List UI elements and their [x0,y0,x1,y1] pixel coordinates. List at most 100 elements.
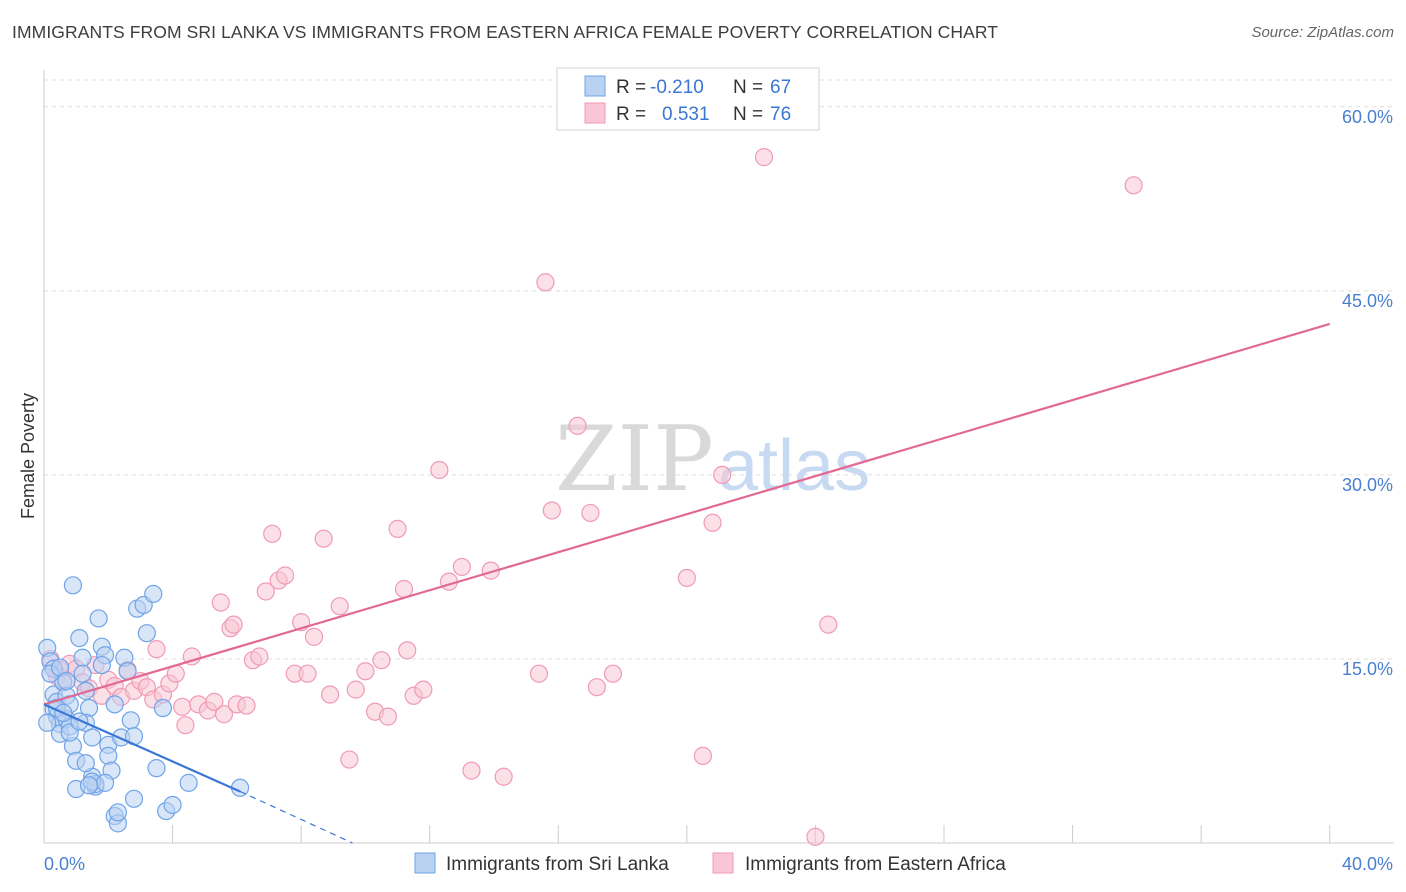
eastern-africa-point [693,746,713,765]
eastern-africa-point [806,827,825,846]
sri-lanka-point [63,576,83,595]
sri-lanka-point [73,664,92,683]
eastern-africa-point [275,566,295,585]
x-tick-label: 0.0% [44,854,85,874]
watermark-atlas: atlas [718,426,870,506]
eastern-africa-point [430,460,449,480]
trend-line-sri-lanka [43,703,241,793]
bottom-legend-label-eastern-africa: Immigrants from Eastern Africa [745,854,1006,875]
axes [43,70,1394,844]
eastern-africa-point [388,519,407,538]
eastern-africa-point [147,640,166,659]
legend-n-value-1: 67 [770,77,791,98]
sri-lanka-point [92,655,111,675]
trend-line-eastern-africa [43,322,1331,706]
eastern-africa-point [819,615,838,634]
legend-n-label-1: N = [733,77,763,98]
eastern-africa-point [568,416,587,435]
legend-r-value-1: -0.210 [650,77,704,98]
eastern-africa-point [587,678,606,697]
eastern-africa-point [340,750,359,769]
bottom-legend-swatch-eastern-africa [712,852,734,874]
x-tick-label: 40.0% [1342,854,1393,874]
eastern-africa-point [314,529,333,548]
eastern-africa-point [542,501,561,520]
eastern-africa-point [250,647,269,666]
sri-lanka-point [79,776,99,795]
y-tick-label: 15.0% [1342,659,1393,679]
sri-lanka-point [73,648,92,667]
sri-lanka-point [83,728,102,747]
grid-lines [44,79,1394,660]
eastern-africa-point [205,692,224,711]
bottom-legend-label-sri-lanka: Immigrants from Sri Lanka [446,854,669,875]
eastern-africa-point [398,641,417,660]
sri-lanka-point [147,759,166,778]
eastern-africa-point [176,716,195,735]
eastern-africa-point [1124,176,1143,195]
legend-r-label-2: R = [616,104,646,125]
legend-r-value-2: 0.531 [662,104,710,125]
eastern-africa-point [237,696,256,715]
sri-lanka-point [76,754,95,773]
eastern-africa-point [224,615,243,634]
eastern-africa-point [173,697,192,716]
eastern-africa-point [536,273,555,292]
correlation-legend: R = -0.210 N = 67 R = 0.531 N = 76 [556,67,820,131]
y-tick-label: 45.0% [1342,291,1393,311]
series-eastern-africa-points [41,148,1143,846]
sri-lanka-point [38,713,57,732]
eastern-africa-point [346,680,365,699]
sri-lanka-point [121,711,140,730]
eastern-africa-point [304,627,324,646]
eastern-africa-point [713,465,732,485]
eastern-africa-point [330,597,349,616]
eastern-africa-point [754,148,774,167]
trend-line-sri-lanka-extension [239,790,353,844]
legend-r-label-1: R = [616,77,646,98]
sri-lanka-point [179,773,198,792]
legend-swatch-sri-lanka [584,75,606,97]
chart-title: IMMIGRANTS FROM SRI LANKA VS IMMIGRANTS … [12,22,999,42]
sri-lanka-point [163,795,182,815]
sri-lanka-point [144,584,163,604]
sri-lanka-point [108,803,128,822]
series-legend: Immigrants from Sri Lanka Immigrants fro… [414,852,1006,875]
eastern-africa-point [452,557,471,577]
eastern-africa-point [320,685,340,704]
eastern-africa-point [256,582,275,601]
eastern-africa-point [378,707,398,726]
eastern-africa-point [529,664,549,683]
sri-lanka-point [153,698,173,718]
source-label: Source: ZipAtlas.com [1251,24,1394,41]
sri-lanka-point [57,671,76,691]
bottom-legend-swatch-sri-lanka [414,852,436,874]
legend-n-label-2: N = [733,104,763,125]
y-tick-label: 60.0% [1342,107,1393,127]
legend-n-value-2: 76 [770,104,791,125]
eastern-africa-point [372,651,391,670]
eastern-africa-point [494,767,513,786]
y-tick-label: 30.0% [1342,475,1393,495]
eastern-africa-point [356,662,375,681]
y-tick-labels: 15.0% 30.0% 45.0% 60.0% [1342,107,1393,679]
eastern-africa-point [677,568,696,588]
sri-lanka-point [89,609,108,628]
eastern-africa-point [462,761,481,780]
y-axis-label: Female Poverty [18,393,38,519]
eastern-africa-point [603,664,623,683]
eastern-africa-point [298,664,317,683]
sri-lanka-point [124,789,144,808]
sri-lanka-point [105,695,124,714]
eastern-africa-point [211,593,230,612]
eastern-africa-point [214,705,234,724]
eastern-africa-point [263,524,282,543]
sri-lanka-point [137,624,156,643]
eastern-africa-point [414,680,433,699]
eastern-africa-point [581,503,600,523]
eastern-africa-point [703,513,722,532]
x-tick-labels: 0.0% 40.0% [44,854,1393,874]
trend-lines [43,322,1331,844]
sri-lanka-point [70,628,89,648]
